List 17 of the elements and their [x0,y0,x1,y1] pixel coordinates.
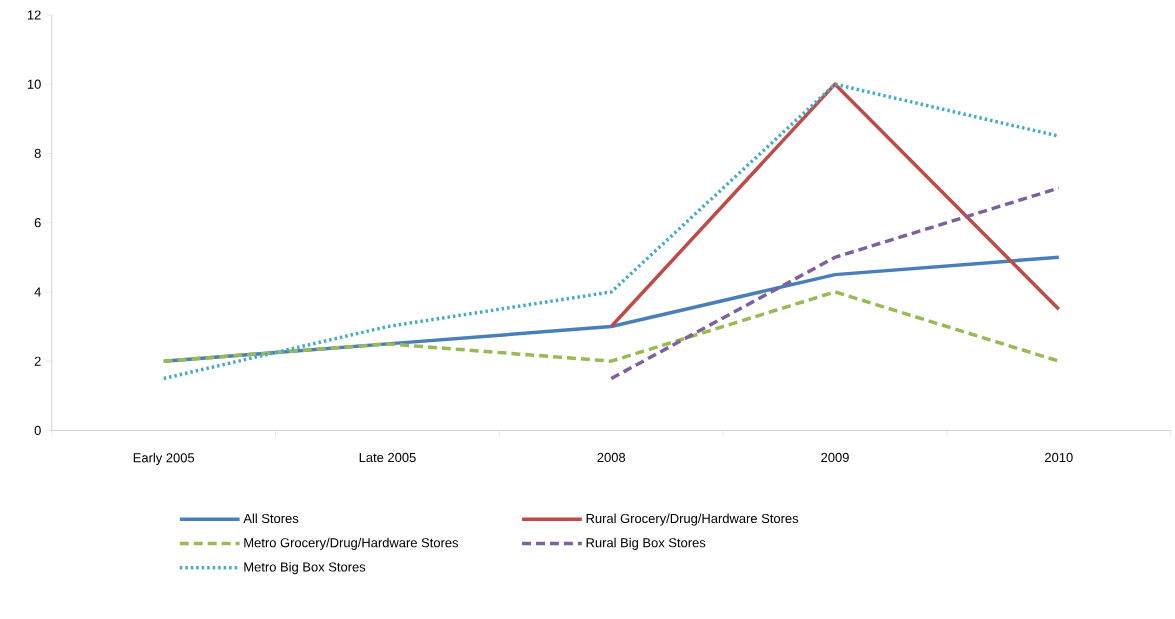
x-tick-label: 2008 [597,453,626,463]
legend-label: Metro Big Box Stores [244,562,366,575]
y-tick-label: 6 [34,218,41,228]
y-tick-label: 0 [34,425,41,436]
y-tick-label: 4 [34,287,41,297]
y-tick-label: 10 [27,79,41,89]
legend-label: Rural Grocery/Drug/Hardware Stores [586,513,799,526]
x-tick-label: 2009 [821,453,849,463]
legend-label: All Stores [243,513,299,524]
legend-label: Rural Big Box Stores [586,537,706,550]
x-tick-label: Early 2005 [133,453,195,466]
x-tick-label: 2010 [1045,453,1073,463]
y-tick-label: 2 [34,356,41,366]
legend-label: Metro Grocery/Drug/Hardware Stores [244,537,459,550]
x-tick-label: Late 2005 [359,453,416,463]
y-tick-label: 8 [34,148,41,159]
y-tick-label: 12 [27,10,41,20]
